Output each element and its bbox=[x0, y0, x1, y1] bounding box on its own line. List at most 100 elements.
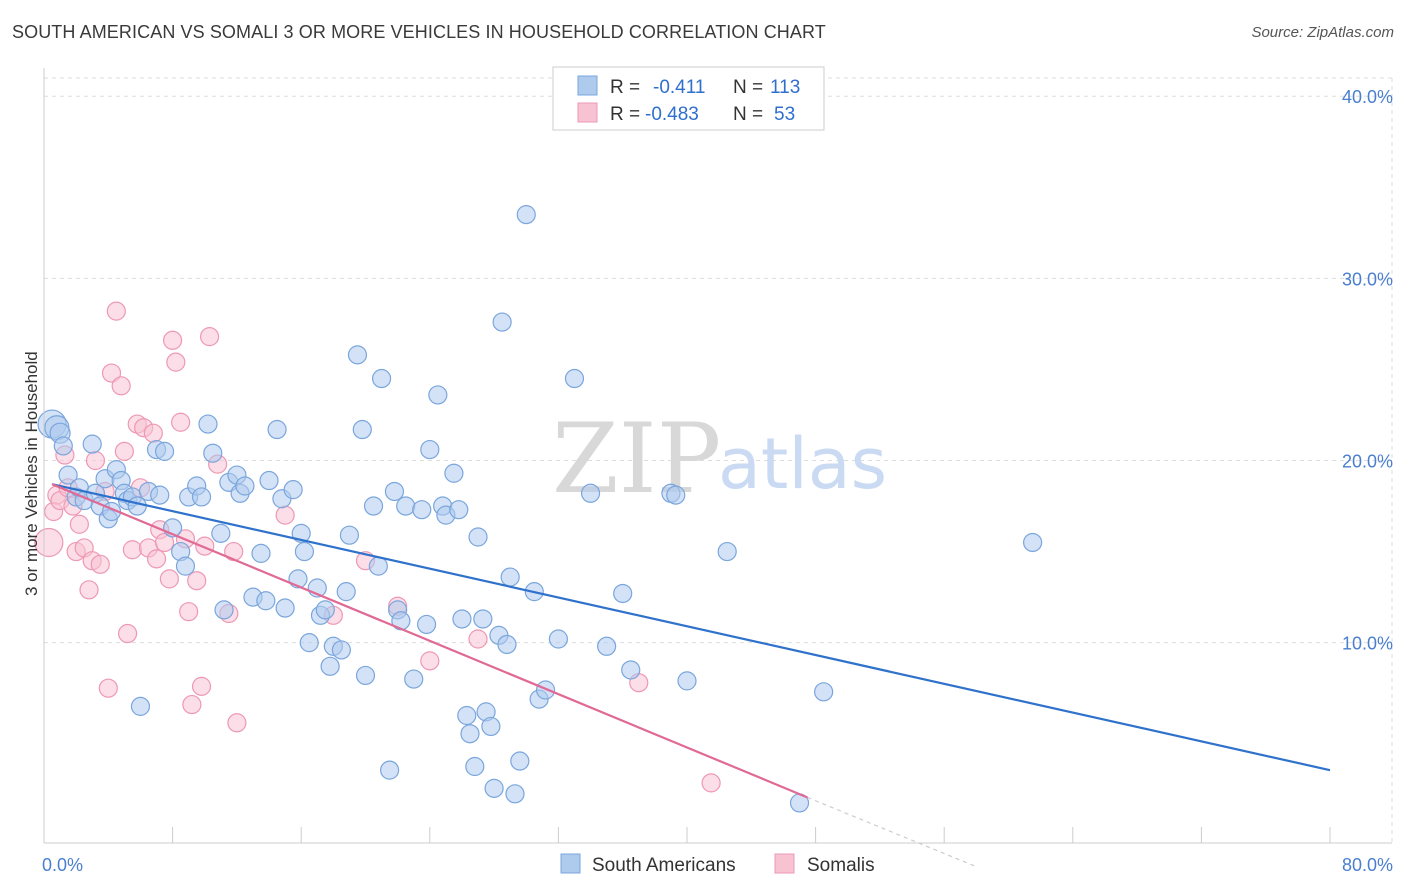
somali-point bbox=[227, 713, 247, 733]
y-tick-label: 10.0% bbox=[1342, 634, 1393, 654]
south-american-point bbox=[677, 671, 697, 691]
south-american-point bbox=[505, 784, 525, 804]
south-american-point bbox=[497, 634, 517, 655]
y-tick-labels: 10.0% 20.0% 30.0% 40.0% bbox=[1342, 87, 1393, 653]
south-american-point bbox=[368, 556, 388, 576]
somali-point bbox=[468, 629, 488, 649]
south-american-point bbox=[191, 487, 212, 507]
legend-swatch-south-americans bbox=[577, 75, 598, 96]
south-american-point bbox=[127, 496, 147, 516]
somali-point bbox=[171, 412, 191, 432]
south-american-point bbox=[613, 583, 633, 604]
south-american-point bbox=[452, 609, 472, 629]
legend-r-label: R = bbox=[610, 104, 640, 125]
south-american-trend-line bbox=[51, 483, 1331, 772]
south-american-point bbox=[621, 660, 641, 680]
south-american-point bbox=[283, 480, 303, 500]
series-legend-somalis: Somalis bbox=[807, 855, 875, 876]
legend-r-label: R = bbox=[610, 77, 640, 98]
south-american-point bbox=[130, 696, 151, 716]
south-american-point bbox=[259, 470, 279, 491]
south-american-point bbox=[355, 665, 376, 686]
x-tick-labels: 0.0% 80.0% bbox=[42, 855, 1393, 875]
y-tick-label: 20.0% bbox=[1342, 452, 1393, 472]
chart-title: SOUTH AMERICAN VS SOMALI 3 OR MORE VEHIC… bbox=[12, 22, 826, 42]
somali-point bbox=[701, 773, 721, 793]
south-american-point bbox=[492, 312, 512, 332]
somali-point bbox=[154, 532, 175, 553]
somali-point bbox=[79, 580, 99, 600]
series-legend-swatch-south-americans bbox=[560, 853, 581, 874]
somali-point bbox=[111, 376, 131, 396]
south-american-point bbox=[58, 465, 78, 485]
south-american-point bbox=[235, 476, 255, 496]
watermark-atlas: atlas bbox=[718, 423, 887, 505]
somali-point bbox=[420, 651, 440, 671]
south-american-point bbox=[203, 443, 223, 463]
south-american-point bbox=[251, 543, 271, 563]
somali-trend-line bbox=[51, 483, 808, 799]
south-american-point bbox=[347, 345, 368, 365]
legend-n-value: 113 bbox=[770, 77, 800, 98]
south-american-point bbox=[500, 567, 520, 587]
south-american-point bbox=[449, 500, 469, 520]
somali-point bbox=[106, 301, 126, 321]
legend-n-value: 53 bbox=[774, 104, 795, 125]
south-american-point bbox=[331, 640, 351, 660]
south-american-point bbox=[154, 441, 175, 461]
south-american-point bbox=[548, 629, 569, 649]
south-american-point bbox=[384, 481, 405, 502]
south-american-points bbox=[37, 205, 1043, 813]
somali-point bbox=[85, 450, 106, 471]
south-american-point bbox=[457, 705, 477, 726]
somali-point bbox=[191, 676, 212, 696]
somali-point bbox=[199, 327, 220, 347]
south-american-point bbox=[468, 527, 488, 547]
somali-point bbox=[117, 623, 138, 644]
south-american-point bbox=[481, 716, 501, 737]
somali-point bbox=[179, 602, 199, 622]
south-american-point bbox=[198, 414, 218, 434]
south-american-point bbox=[275, 598, 295, 618]
south-american-point bbox=[214, 600, 234, 620]
south-american-point bbox=[352, 419, 372, 440]
south-american-point bbox=[336, 582, 356, 602]
somali-point bbox=[166, 352, 186, 372]
south-american-point bbox=[510, 751, 530, 771]
south-american-point bbox=[428, 385, 448, 405]
south-american-point bbox=[444, 463, 464, 483]
south-american-point bbox=[211, 523, 231, 543]
south-american-point bbox=[82, 434, 102, 454]
trend-lines bbox=[51, 483, 1331, 868]
south-american-point bbox=[267, 419, 287, 440]
y-tick-label: 40.0% bbox=[1342, 87, 1393, 107]
legend-swatch-somalis bbox=[577, 102, 598, 123]
series-legend-swatch-somalis bbox=[774, 853, 795, 874]
somali-point bbox=[69, 514, 89, 534]
south-american-point bbox=[717, 541, 737, 562]
south-american-point bbox=[256, 591, 276, 611]
y-axis-label: 3 or more Vehicles in Household bbox=[22, 351, 41, 596]
south-american-point bbox=[1023, 532, 1043, 553]
series-legend: South Americans Somalis bbox=[560, 853, 875, 876]
somali-point bbox=[159, 569, 179, 589]
somali-point bbox=[114, 441, 134, 461]
legend-r-value: -0.411 bbox=[653, 77, 705, 98]
south-american-point bbox=[416, 614, 437, 635]
somali-point bbox=[98, 678, 118, 698]
x-tick-label: 80.0% bbox=[1342, 855, 1393, 875]
south-american-point bbox=[396, 496, 416, 516]
series-legend-south-americans: South Americans bbox=[592, 855, 736, 876]
south-american-point bbox=[460, 724, 480, 744]
south-american-point bbox=[814, 682, 834, 702]
legend-r-value: -0.483 bbox=[645, 104, 699, 125]
south-american-point bbox=[597, 636, 617, 656]
south-american-point bbox=[299, 633, 319, 653]
somali-point bbox=[195, 536, 215, 556]
south-american-point bbox=[412, 500, 432, 520]
somali-point bbox=[34, 527, 64, 558]
south-american-point bbox=[371, 368, 392, 389]
watermark-zip: ZIP bbox=[552, 403, 721, 515]
south-american-point bbox=[484, 778, 504, 798]
